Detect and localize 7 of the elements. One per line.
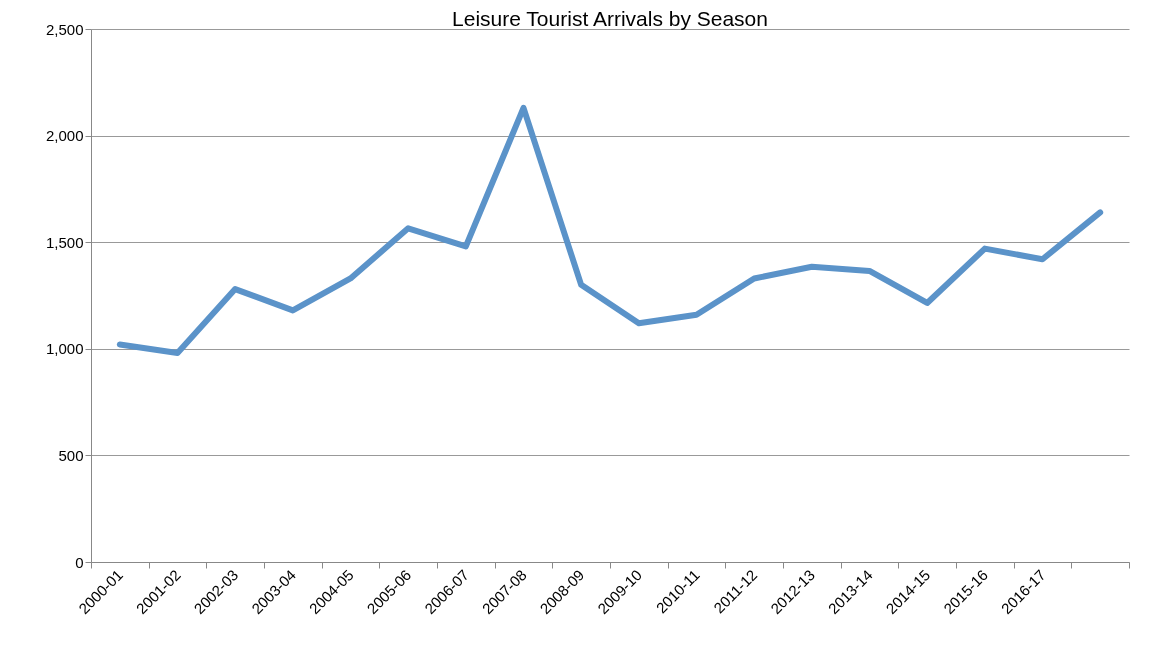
y-tick-label: 2,500 bbox=[45, 20, 84, 38]
y-tick-label: 0 bbox=[75, 553, 84, 571]
y-tick-label: 1,000 bbox=[45, 340, 84, 358]
y-tick-label: 500 bbox=[58, 446, 84, 464]
y-tick-label: 2,000 bbox=[45, 127, 84, 145]
y-tick-label: 1,500 bbox=[45, 233, 84, 251]
chart-title: Leisure Tourist Arrivals by Season bbox=[452, 7, 768, 30]
